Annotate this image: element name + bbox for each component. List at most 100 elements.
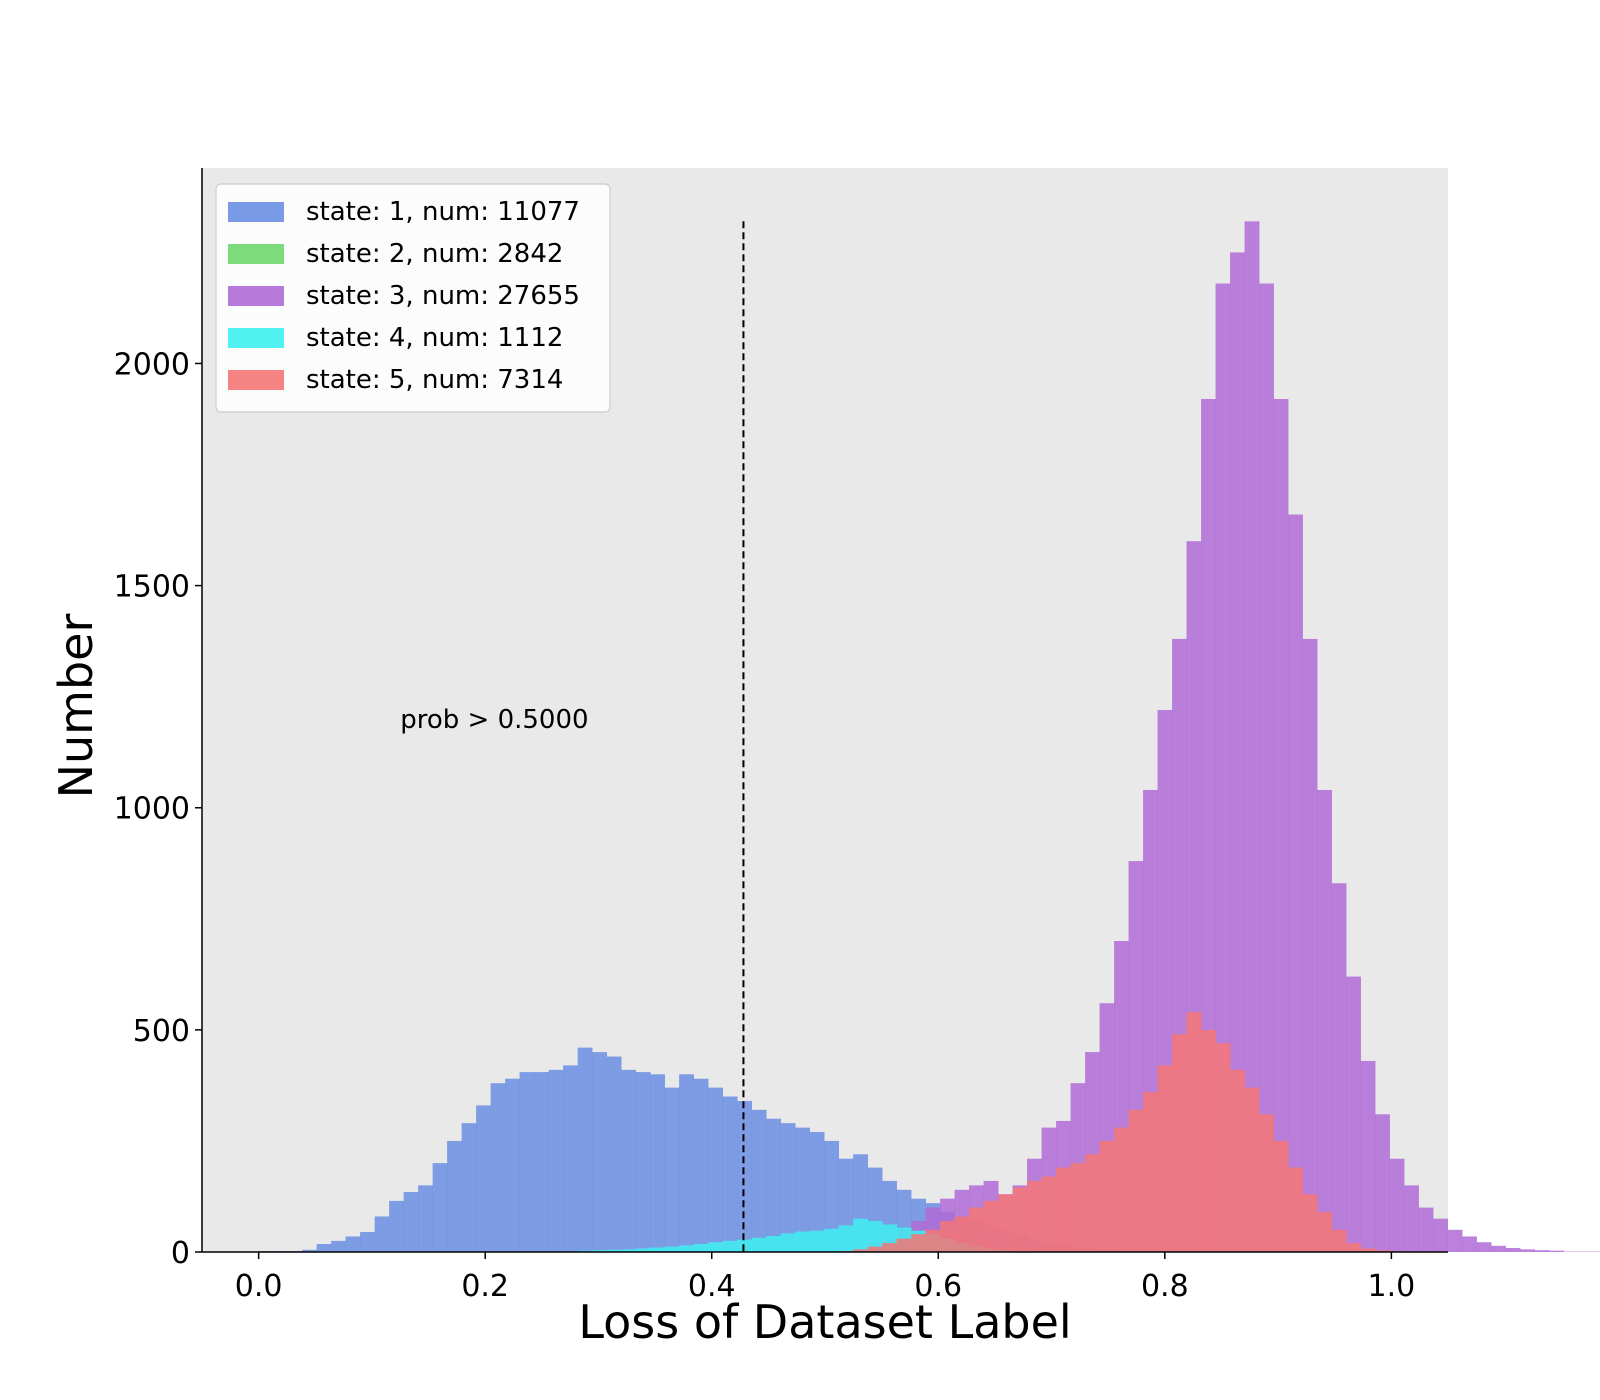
histogram-bar xyxy=(534,1072,550,1252)
legend-swatch xyxy=(228,370,284,390)
histogram-bar xyxy=(490,1083,506,1252)
legend-entry: state: 3, num: 27655 xyxy=(306,281,580,311)
histogram-bar xyxy=(1360,1060,1376,1252)
histogram-bar xyxy=(519,1072,535,1252)
histogram-bar xyxy=(780,1123,796,1252)
x-axis-ticks: 0.0 0.2 0.4 0.6 0.8 1.0 xyxy=(235,1252,1415,1304)
histogram-bar xyxy=(621,1249,637,1252)
histogram-bar xyxy=(1273,1140,1289,1252)
histogram-bar xyxy=(432,1163,448,1252)
histogram-bar xyxy=(447,1140,463,1252)
histogram-bar xyxy=(664,1246,680,1252)
axes xyxy=(201,168,1448,1253)
legend-swatch xyxy=(228,328,284,348)
histogram-bar xyxy=(708,1242,724,1252)
legend: state: 1, num: 11077 state: 2, num: 2842 s… xyxy=(215,183,611,413)
histogram-bar xyxy=(969,1207,984,1252)
histogram-bar xyxy=(1476,1242,1492,1252)
histogram-bar xyxy=(592,1052,608,1252)
y-tick-label: 2000 xyxy=(114,347,190,382)
histogram-bar xyxy=(1375,1250,1390,1252)
histogram-bar xyxy=(1244,1087,1260,1252)
y-tick-label: 1000 xyxy=(114,792,190,827)
histogram-bar xyxy=(867,1246,883,1252)
histogram-bar xyxy=(809,1230,825,1252)
histogram-bar xyxy=(838,1225,854,1252)
histogram-bar xyxy=(1302,1194,1318,1252)
x-tick-label: 0.2 xyxy=(461,1269,509,1304)
histogram-bar xyxy=(1230,1069,1245,1252)
histogram-bar xyxy=(1215,1043,1231,1252)
histogram-bar xyxy=(925,1229,941,1252)
histogram-bar xyxy=(679,1245,695,1252)
histogram-bar xyxy=(635,1072,651,1252)
histogram-bar xyxy=(403,1192,419,1252)
histogram-bar xyxy=(1346,1243,1361,1252)
y-tick-label: 1500 xyxy=(114,570,190,605)
histogram-bar xyxy=(563,1065,579,1252)
histogram-bar xyxy=(795,1231,810,1252)
histogram-bar xyxy=(635,1248,651,1252)
histogram-bar xyxy=(1549,1250,1564,1252)
histogram-bar xyxy=(360,1232,376,1252)
histogram-bar xyxy=(1404,1185,1419,1252)
histogram-bar xyxy=(1172,1034,1187,1252)
histogram-bar xyxy=(1143,1092,1158,1252)
histogram-bar xyxy=(1012,1187,1028,1252)
histogram-bar xyxy=(722,1096,738,1252)
histogram-bar xyxy=(940,1220,955,1252)
histogram-bar xyxy=(374,1216,390,1252)
histogram-bar xyxy=(505,1078,521,1252)
histogram-bar xyxy=(461,1123,477,1252)
y-tick-label: 0 xyxy=(171,1236,190,1271)
histogram-bar xyxy=(1128,1109,1144,1252)
histogram-bar xyxy=(1447,1229,1463,1252)
histogram-bar xyxy=(1230,252,1245,1252)
histogram-bar xyxy=(766,1118,781,1252)
histogram-bar xyxy=(1360,1248,1376,1252)
histogram-bar xyxy=(1201,1029,1216,1252)
legend-entry: state: 4, num: 1112 xyxy=(306,323,563,353)
histogram-bar xyxy=(1433,1218,1448,1252)
y-axis-ticks: 0 500 1000 1500 2000 xyxy=(114,347,202,1271)
histogram-bar xyxy=(1389,1158,1405,1252)
histogram-bar xyxy=(418,1185,434,1252)
legend-entry: state: 2, num: 2842 xyxy=(306,239,563,269)
histogram-bar xyxy=(592,1250,608,1252)
histogram-bar xyxy=(1520,1249,1535,1252)
histogram-bar xyxy=(1302,638,1318,1252)
histogram-bars xyxy=(258,221,1600,1253)
histogram-bar xyxy=(302,1249,318,1252)
histogram-bar xyxy=(331,1240,347,1252)
histogram-bar xyxy=(737,1239,752,1252)
histogram-bar xyxy=(1244,221,1260,1252)
histogram-bar xyxy=(795,1127,810,1252)
histogram-bar xyxy=(650,1074,666,1252)
x-tick-label: 0.4 xyxy=(688,1269,736,1304)
histogram-bar xyxy=(606,1056,622,1252)
histogram-bar xyxy=(867,1220,883,1252)
histogram-bar xyxy=(1317,1212,1332,1252)
histogram-bar xyxy=(650,1247,666,1252)
histogram-bar xyxy=(316,1244,332,1252)
histogram-bar xyxy=(664,1087,680,1252)
histogram-bar xyxy=(824,1228,839,1252)
histogram-bar xyxy=(882,1243,897,1252)
series-5-bars xyxy=(838,1012,1419,1252)
histogram-bar xyxy=(998,1194,1013,1252)
x-tick-label: 0.6 xyxy=(914,1269,962,1304)
y-axis-label: Number xyxy=(49,614,103,799)
threshold-annotation: prob > 0.5000 xyxy=(400,705,588,735)
histogram-bar xyxy=(1534,1250,1550,1252)
histogram-bar xyxy=(1331,1229,1347,1252)
histogram-bar xyxy=(679,1074,695,1252)
x-tick-label: 0.8 xyxy=(1141,1269,1189,1304)
histogram-bar xyxy=(722,1240,738,1252)
legend-entry: state: 1, num: 11077 xyxy=(306,197,580,227)
histogram-bar xyxy=(824,1140,839,1252)
legend-swatch xyxy=(228,286,284,306)
histogram-bar xyxy=(389,1200,405,1252)
histogram-bar xyxy=(1462,1236,1477,1252)
histogram-bar xyxy=(1027,1180,1042,1252)
